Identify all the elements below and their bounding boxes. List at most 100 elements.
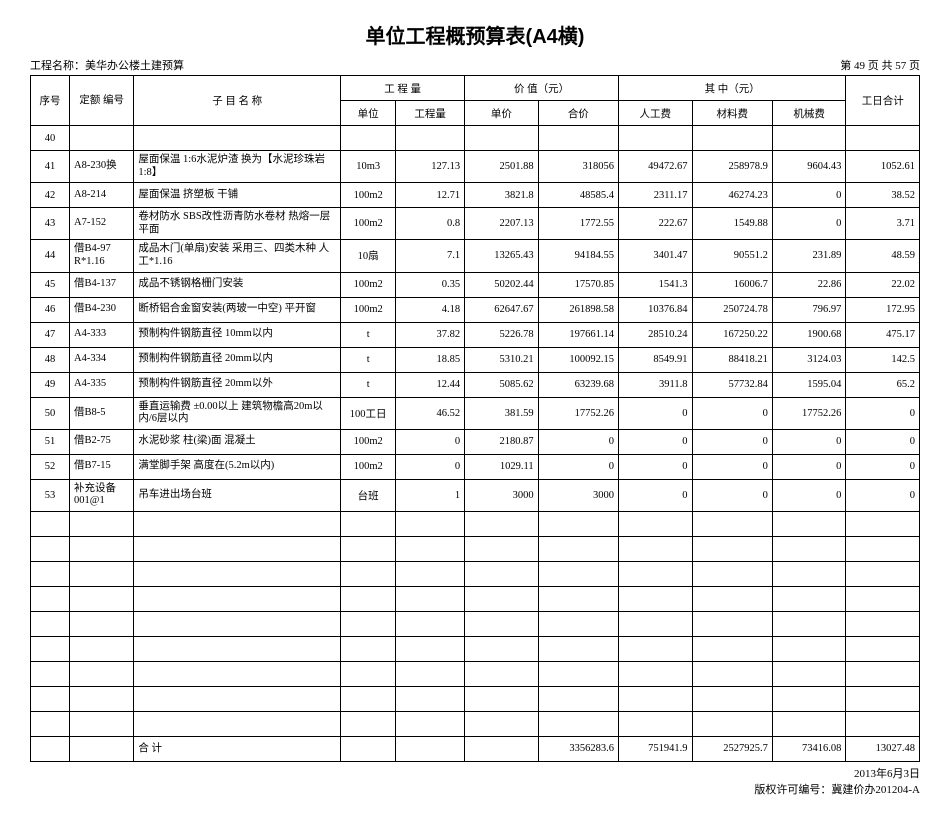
cell: 2311.17 [619, 183, 693, 208]
cell: 4.18 [396, 297, 465, 322]
cell [341, 586, 396, 611]
cell [70, 711, 134, 736]
cell [619, 611, 693, 636]
cell: 借B4-230 [70, 297, 134, 322]
hdr-qty-group: 工 程 量 [341, 76, 465, 101]
cell: 0 [772, 183, 846, 208]
table-row: 44借B4-97 R*1.16成品木门(单扇)安装 采用三、四类木种 人工*1.… [31, 240, 920, 272]
cell: 16006.7 [692, 272, 772, 297]
cell: 3911.8 [619, 372, 693, 397]
cell [70, 686, 134, 711]
cell: 48585.4 [538, 183, 618, 208]
cell [846, 611, 920, 636]
cell [772, 511, 846, 536]
cell: 231.89 [772, 240, 846, 272]
cell: 90551.2 [692, 240, 772, 272]
cell: 88418.21 [692, 347, 772, 372]
cell: 250724.78 [692, 297, 772, 322]
cell: 13027.48 [846, 736, 920, 761]
cell [692, 636, 772, 661]
cell: 475.17 [846, 322, 920, 347]
cell [846, 561, 920, 586]
cell: 49 [31, 372, 70, 397]
cell: 3356283.6 [538, 736, 618, 761]
cell [465, 511, 539, 536]
cell: 5226.78 [465, 322, 539, 347]
cell: 197661.14 [538, 322, 618, 347]
cell [538, 711, 618, 736]
cell [692, 686, 772, 711]
cell: 100092.15 [538, 347, 618, 372]
cell: 318056 [538, 151, 618, 183]
hdr-among-group: 其 中（元） [619, 76, 846, 101]
cell: 100工日 [341, 397, 396, 429]
cell: 借B8-5 [70, 397, 134, 429]
cell: 补充设备001@1 [70, 479, 134, 511]
cell: 0 [538, 429, 618, 454]
cell [538, 686, 618, 711]
cell [772, 561, 846, 586]
footer: 2013年6月3日 版权许可编号：冀建价办201204-A [30, 766, 920, 799]
table-row-empty [31, 686, 920, 711]
cell [134, 511, 341, 536]
cell [846, 686, 920, 711]
page-title: 单位工程概预算表(A4横) [30, 20, 920, 49]
cell [692, 661, 772, 686]
cell [465, 686, 539, 711]
cell [538, 561, 618, 586]
cell: 44 [31, 240, 70, 272]
cell [134, 536, 341, 561]
cell [846, 711, 920, 736]
cell: 台班 [341, 479, 396, 511]
table-row-empty [31, 586, 920, 611]
cell: A7-152 [70, 208, 134, 240]
cell: 吊车进出场台班 [134, 479, 341, 511]
cell [772, 586, 846, 611]
cell [619, 561, 693, 586]
cell: 0 [772, 429, 846, 454]
cell [846, 536, 920, 561]
cell: 49472.67 [619, 151, 693, 183]
cell: 50 [31, 397, 70, 429]
cell [341, 511, 396, 536]
cell [619, 711, 693, 736]
cell [31, 586, 70, 611]
header-row: 工程名称：美华办公楼土建预算 第 49 页 共 57 页 [30, 57, 920, 73]
cell: 12.44 [396, 372, 465, 397]
cell [465, 586, 539, 611]
table-row-empty [31, 536, 920, 561]
cell [465, 611, 539, 636]
table-row: 42A8-214屋面保温 挤塑板 干铺100m212.713821.848585… [31, 183, 920, 208]
cell [772, 611, 846, 636]
cell [396, 586, 465, 611]
cell: 1900.68 [772, 322, 846, 347]
cell [692, 611, 772, 636]
cell [846, 511, 920, 536]
cell: 垂直运输费 ±0.00以上 建筑物檐高20m以内/6层以内 [134, 397, 341, 429]
cell: 水泥砂浆 柱(梁)面 混凝土 [134, 429, 341, 454]
cell: 2501.88 [465, 151, 539, 183]
cell: 46 [31, 297, 70, 322]
cell: 63239.68 [538, 372, 618, 397]
cell [134, 586, 341, 611]
table-row: 52借B7-15满堂脚手架 高度在(5.2m以内)100m201029.1100… [31, 454, 920, 479]
cell: 100m2 [341, 297, 396, 322]
table-row: 40 [31, 126, 920, 151]
table-row: 41A8-230换屋面保温 1:6水泥炉渣 换为【水泥珍珠岩1:8】10m312… [31, 151, 920, 183]
cell [396, 736, 465, 761]
hdr-total-price: 合价 [538, 101, 618, 126]
hdr-value-group: 价 值（元） [465, 76, 619, 101]
cell: 借B4-97 R*1.16 [70, 240, 134, 272]
table-row-empty [31, 511, 920, 536]
cell [465, 126, 539, 151]
cell [772, 126, 846, 151]
cell: 2180.87 [465, 429, 539, 454]
cell [846, 661, 920, 686]
cell: A8-230换 [70, 151, 134, 183]
table-row: 50借B8-5垂直运输费 ±0.00以上 建筑物檐高20m以内/6层以内100工… [31, 397, 920, 429]
cell [465, 636, 539, 661]
budget-table: 序号 定额 编号 子 目 名 称 工 程 量 价 值（元） 其 中（元） 工日合… [30, 75, 920, 762]
hdr-seq: 序号 [31, 76, 70, 126]
table-row-total: 合 计3356283.6751941.92527925.773416.08130… [31, 736, 920, 761]
table-row: 53补充设备001@1吊车进出场台班台班1300030000000 [31, 479, 920, 511]
